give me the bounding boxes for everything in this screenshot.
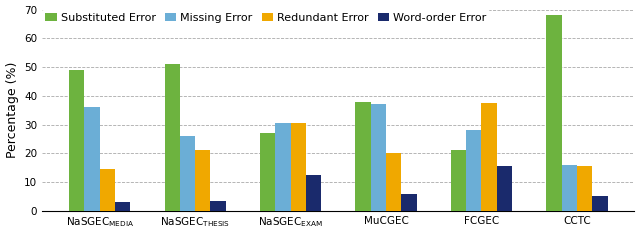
Bar (547, 15, 562, 211)
Y-axis label: Percentage (%): Percentage (%) (6, 62, 19, 158)
Bar (84, 107, 100, 211)
Bar (577, 166, 592, 211)
Bar (291, 123, 306, 211)
Bar (275, 123, 291, 211)
Bar (211, 201, 226, 211)
Bar (69, 70, 84, 211)
Bar (260, 133, 275, 211)
Bar (306, 175, 321, 211)
Bar (497, 166, 512, 211)
Bar (100, 169, 115, 211)
Bar (180, 136, 195, 211)
Bar (195, 150, 211, 211)
Bar (401, 194, 417, 211)
Bar (386, 153, 401, 211)
Bar (115, 202, 130, 211)
Bar (164, 64, 180, 211)
Bar (481, 103, 497, 211)
Bar (592, 196, 607, 211)
Bar (562, 165, 577, 211)
Bar (355, 102, 371, 211)
Legend: Substituted Error, Missing Error, Redundant Error, Word-order Error: Substituted Error, Missing Error, Redund… (42, 10, 490, 26)
Bar (466, 130, 481, 211)
Bar (451, 150, 466, 211)
Bar (371, 104, 386, 211)
